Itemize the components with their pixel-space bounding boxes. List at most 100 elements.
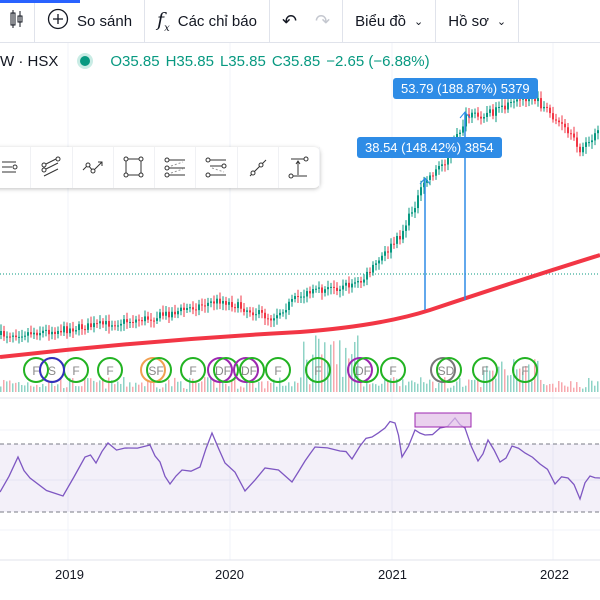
candle — [147, 316, 149, 320]
volume-bar — [594, 385, 596, 392]
candle — [321, 287, 323, 293]
chart-style-button[interactable] — [0, 0, 35, 43]
undo-icon[interactable]: ↶ — [281, 10, 298, 31]
volume-bar — [438, 382, 440, 392]
volume-bar — [162, 387, 164, 392]
event-marker[interactable]: F — [97, 357, 123, 383]
candle — [435, 169, 437, 176]
candle — [165, 311, 167, 316]
rectangle-tool[interactable] — [114, 147, 155, 188]
volume-bar — [165, 383, 167, 392]
volume-bar — [210, 378, 212, 392]
fib-extension-icon — [205, 157, 227, 177]
event-marker[interactable]: DF — [347, 357, 379, 383]
event-marker[interactable]: F — [180, 357, 206, 383]
volume-bar — [576, 382, 578, 392]
event-marker[interactable]: F — [380, 357, 406, 383]
horizontal-lines-tool[interactable] — [0, 147, 32, 188]
candle — [555, 119, 557, 121]
volume-bar — [555, 387, 557, 392]
volume-bar — [516, 369, 518, 392]
volume-bar — [114, 384, 116, 392]
measure-label[interactable]: 53.79 (188.87%) 5379 — [393, 78, 538, 99]
event-marker[interactable]: SD — [430, 357, 462, 383]
fib-retracement-tool[interactable] — [155, 147, 197, 188]
parallel-channel-tool[interactable] — [31, 147, 73, 188]
candle — [258, 310, 260, 315]
event-marker[interactable] — [39, 357, 65, 383]
candle — [414, 208, 416, 213]
ray-tool[interactable] — [238, 147, 279, 188]
event-marker[interactable]: SF — [140, 357, 172, 383]
event-marker[interactable]: F — [472, 357, 498, 383]
candle — [546, 106, 548, 108]
trend-arrow-tool[interactable] — [73, 147, 114, 188]
volume-bar — [81, 386, 83, 392]
measure-label[interactable]: 38.54 (148.42%) 3854 — [357, 137, 502, 158]
candle — [114, 325, 116, 327]
candle — [174, 311, 176, 315]
candle — [12, 335, 14, 337]
candle — [213, 301, 215, 304]
candle — [108, 321, 110, 327]
candle — [144, 316, 146, 322]
volume-bar — [510, 375, 512, 392]
volume-bar — [180, 381, 182, 392]
horizontal-lines-icon — [2, 161, 18, 172]
volume-bar — [99, 380, 101, 392]
redo-icon[interactable]: ↷ — [315, 10, 331, 31]
candle — [312, 289, 314, 294]
event-marker[interactable]: DF — [207, 357, 239, 383]
volume-bar — [153, 381, 155, 392]
candle — [438, 165, 440, 170]
volume-bar — [420, 377, 422, 392]
volume-bar — [138, 384, 140, 392]
candle — [417, 195, 419, 209]
event-marker[interactable]: F — [305, 357, 331, 383]
candle — [543, 106, 545, 109]
candle — [528, 99, 530, 102]
volume-bar — [300, 377, 302, 392]
volume-bar — [144, 386, 146, 392]
event-marker-label: F — [481, 364, 488, 378]
symbol-name[interactable]: W · HSX — [0, 52, 59, 70]
event-marker[interactable]: F — [265, 357, 291, 383]
fib-extension-tool[interactable] — [196, 147, 238, 188]
candle — [3, 331, 5, 337]
candle — [525, 97, 527, 102]
candle — [357, 281, 359, 283]
candle — [141, 320, 143, 322]
volume-bar — [459, 378, 461, 392]
indicators-button[interactable]: fx Các chỉ báo — [145, 0, 270, 43]
volume-bar — [96, 382, 98, 392]
candle — [444, 164, 446, 166]
event-marker[interactable]: F — [512, 357, 538, 383]
candle — [99, 321, 101, 324]
candle — [324, 289, 326, 293]
undo-redo-group: ↶ ↷ — [270, 0, 344, 43]
volume-bar — [264, 388, 266, 392]
candle — [381, 255, 383, 261]
volume-bar — [135, 382, 137, 392]
event-marker-label: F — [72, 364, 79, 378]
price-range-tool[interactable] — [279, 147, 320, 188]
candle — [51, 331, 53, 335]
event-marker[interactable]: DF — [233, 357, 265, 383]
volume-bar — [78, 386, 80, 392]
chart-menu-button[interactable]: Biểu đồ ⌄ — [343, 0, 437, 43]
highlight-rectangle[interactable] — [414, 412, 472, 428]
chevron-down-icon: ⌄ — [414, 15, 424, 28]
volume-bar — [294, 381, 296, 392]
candle — [348, 282, 350, 288]
compare-button[interactable]: So sánh — [35, 0, 146, 43]
volume-bar — [318, 338, 320, 392]
profile-menu-button[interactable]: Hồ sơ ⌄ — [436, 0, 520, 43]
candle — [138, 319, 140, 321]
event-marker[interactable]: F — [23, 357, 49, 383]
candle — [552, 113, 554, 120]
volume-bar — [150, 380, 152, 392]
volume-bar — [147, 379, 149, 392]
volume-bar — [549, 383, 551, 392]
volume-bar — [432, 381, 434, 392]
